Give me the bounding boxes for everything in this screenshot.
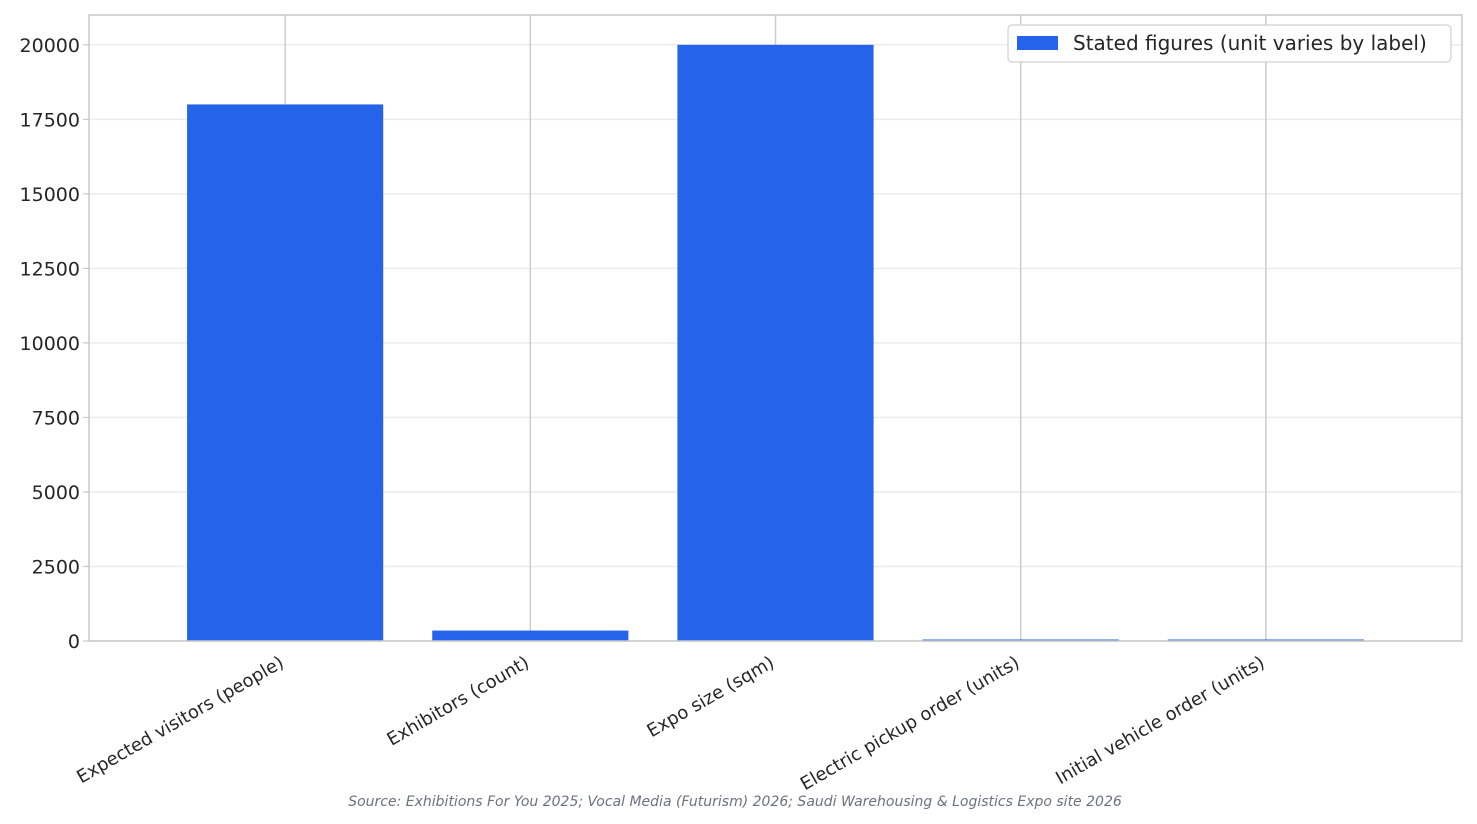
y-tick-label: 15000 (20, 184, 80, 206)
bar-2 (432, 630, 629, 641)
y-tick-label: 0 (68, 631, 80, 653)
y-tick-label: 12500 (20, 258, 80, 280)
bar-3 (677, 44, 874, 642)
legend-swatch (1017, 36, 1058, 50)
y-tick-label: 7500 (32, 407, 80, 429)
legend-label: Stated figures (unit varies by label) (1073, 31, 1427, 55)
plot-area-frame (88, 14, 1463, 642)
bars (187, 44, 1364, 642)
y-tick-label: 10000 (20, 333, 80, 355)
source-note: Source: Exhibitions For You 2025; Vocal … (348, 794, 1122, 810)
bar-1 (187, 104, 384, 641)
y-tick-label: 17500 (20, 109, 80, 131)
legend-box (1007, 24, 1452, 63)
y-axis-ticks: 0 2500 5000 7500 10000 12500 15000 17500 20000 (20, 35, 89, 653)
y-tick-label: 2500 (32, 556, 80, 578)
legend: Stated figures (unit varies by label) (1007, 24, 1452, 63)
y-tick-label: 5000 (32, 482, 80, 504)
y-tick-label: 20000 (20, 35, 80, 57)
